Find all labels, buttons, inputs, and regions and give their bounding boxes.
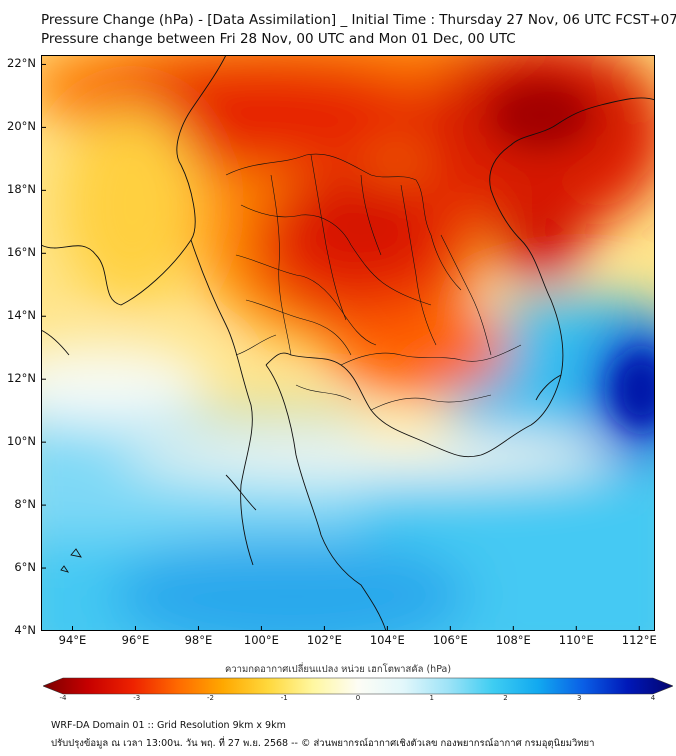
latitude-label: 14°N — [7, 308, 36, 323]
longitude-label: 112°E — [621, 633, 657, 647]
longitude-label: 104°E — [369, 633, 405, 647]
colorbar-tick-label: -1 — [280, 694, 288, 702]
colorbar-label: ความกดอากาศเปลี่ยนแปลง หน่วย เฮกโตพาสคัล… — [224, 664, 452, 675]
footer-model-info: WRF-DA Domain 01 :: Grid Resolution 9km … — [51, 720, 286, 731]
latitude-label: 4°N — [14, 623, 36, 637]
latitude-label: 10°N — [7, 434, 36, 449]
longitude-label: 106°E — [432, 633, 468, 647]
latitude-label: 20°N — [7, 119, 36, 134]
colorbar-tick-label: 2 — [503, 694, 508, 702]
longitude-label: 108°E — [495, 633, 531, 647]
longitude-label: 96°E — [121, 633, 150, 647]
footer-credit: ปรับปรุงข้อมูล ณ เวลา 13:00น. วัน พฤ. ที… — [51, 738, 595, 749]
pressure-change-map — [41, 55, 655, 631]
latitude-label: 6°N — [14, 560, 36, 575]
longitude-label: 98°E — [184, 633, 213, 647]
province-borders — [225, 153, 522, 411]
colorbar-tick-label: 4 — [650, 694, 656, 702]
latitude-label: 12°N — [7, 371, 36, 386]
map-frame — [41, 55, 655, 631]
colorbar-gradient — [43, 677, 673, 695]
longitude-label: 110°E — [558, 633, 594, 647]
longitude-label: 102°E — [306, 633, 342, 647]
longitude-label: 94°E — [58, 633, 87, 647]
latitude-label: 16°N — [7, 245, 36, 260]
axis-ticks — [41, 63, 640, 631]
chart-title: Pressure Change (hPa) - [Data Assimilati… — [41, 12, 676, 28]
colorbar-tick-label: -2 — [207, 694, 214, 702]
chart-subtitle: Pressure change between Fri 28 Nov, 00 U… — [41, 31, 516, 47]
colorbar-tick-label: 1 — [429, 694, 434, 702]
colorbar — [43, 677, 673, 695]
latitude-label: 18°N — [7, 182, 36, 197]
latitude-label: 22°N — [7, 56, 36, 71]
coastlines — [41, 55, 655, 631]
latitude-label: 8°N — [14, 497, 36, 512]
colorbar-tick-label: -3 — [133, 694, 141, 702]
longitude-label: 100°E — [243, 633, 279, 647]
colorbar-tick-label: -4 — [59, 694, 67, 702]
colorbar-tick-label: 3 — [577, 694, 582, 702]
colorbar-tick-label: 0 — [355, 694, 361, 702]
